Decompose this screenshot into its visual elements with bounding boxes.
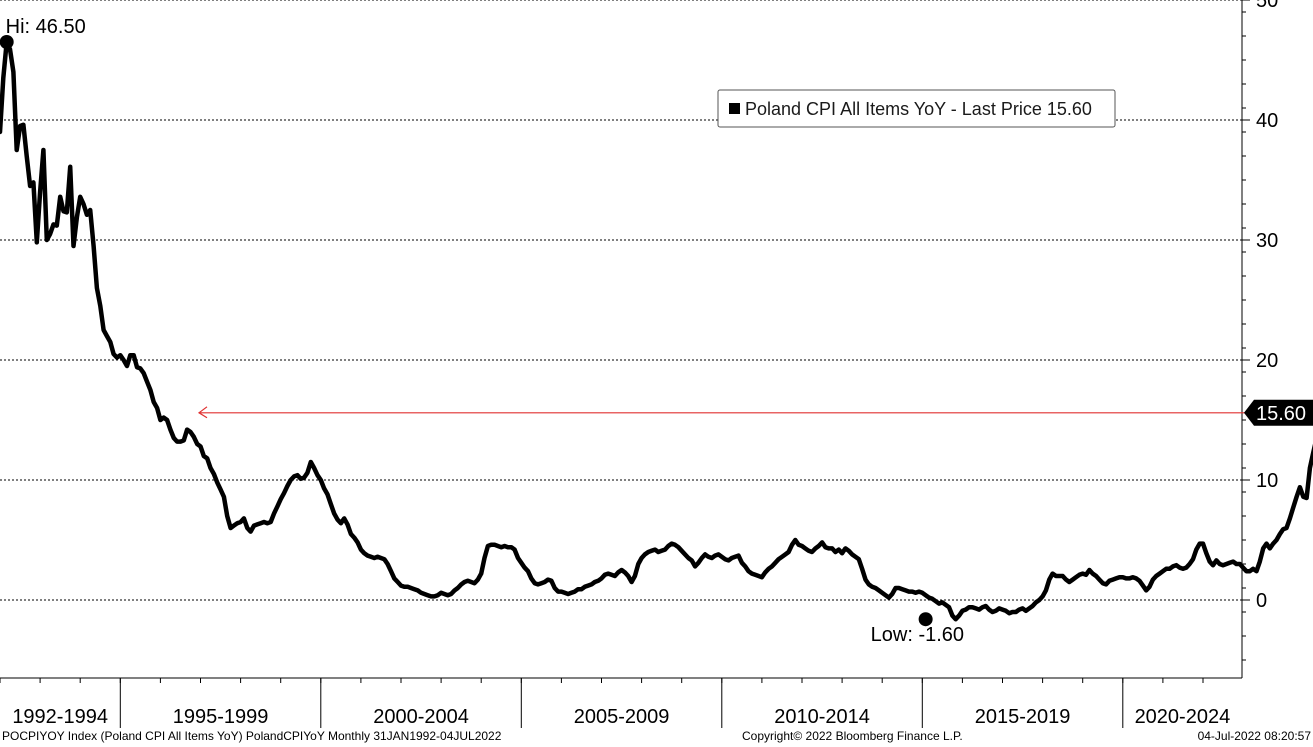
x-tick-label: 1992-1994 [12, 706, 108, 728]
high-marker [0, 35, 14, 49]
low-marker [918, 612, 933, 627]
cpi-series-line [0, 39, 1313, 622]
y-tick-label: 50 [1256, 0, 1278, 12]
high-label: Hi: 46.50 [6, 16, 86, 38]
y-tick-label: 40 [1256, 110, 1278, 132]
x-axis: 1992-1994 1995-1999 2000-2004 2005-2009 2010… [0, 677, 1242, 728]
last-price-label: 15.60 [1256, 403, 1306, 425]
legend-label: Poland CPI All Items YoY - Last Price 15… [745, 99, 1092, 119]
legend: Poland CPI All Items YoY - Last Price 15… [717, 89, 1116, 128]
x-tick-label: 2000-2004 [373, 706, 469, 728]
low-label: Low: -1.60 [871, 624, 964, 646]
x-tick-label: 2010-2014 [774, 706, 870, 728]
x-tick-label: 2015-2019 [975, 706, 1071, 728]
footer-copyright: Copyright© 2022 Bloomberg Finance L.P. [742, 729, 963, 743]
x-tick-label: 1995-1999 [173, 706, 269, 728]
y-axis: 0 10 20 30 40 50 [1241, 0, 1278, 678]
x-tick-label: 2005-2009 [574, 706, 670, 728]
last-price-tag-shape [1244, 399, 1313, 426]
reference-arrow-icon [197, 406, 208, 419]
x-tick-label: 2020-2024 [1135, 706, 1231, 728]
gridlines [0, 0, 1242, 601]
y-tick-label: 20 [1256, 350, 1278, 372]
y-tick-label: 10 [1256, 470, 1278, 492]
legend-box [717, 89, 1116, 128]
y-tick-label: 30 [1256, 230, 1278, 252]
footer-source: POCPIYOY Index (Poland CPI All Items YoY… [2, 729, 502, 743]
legend-swatch-icon [729, 103, 740, 114]
y-tick-label: 0 [1256, 590, 1267, 612]
footer-timestamp: 04-Jul-2022 08:20:57 [1197, 729, 1311, 743]
last-price-tag: 15.60 [1244, 399, 1313, 426]
